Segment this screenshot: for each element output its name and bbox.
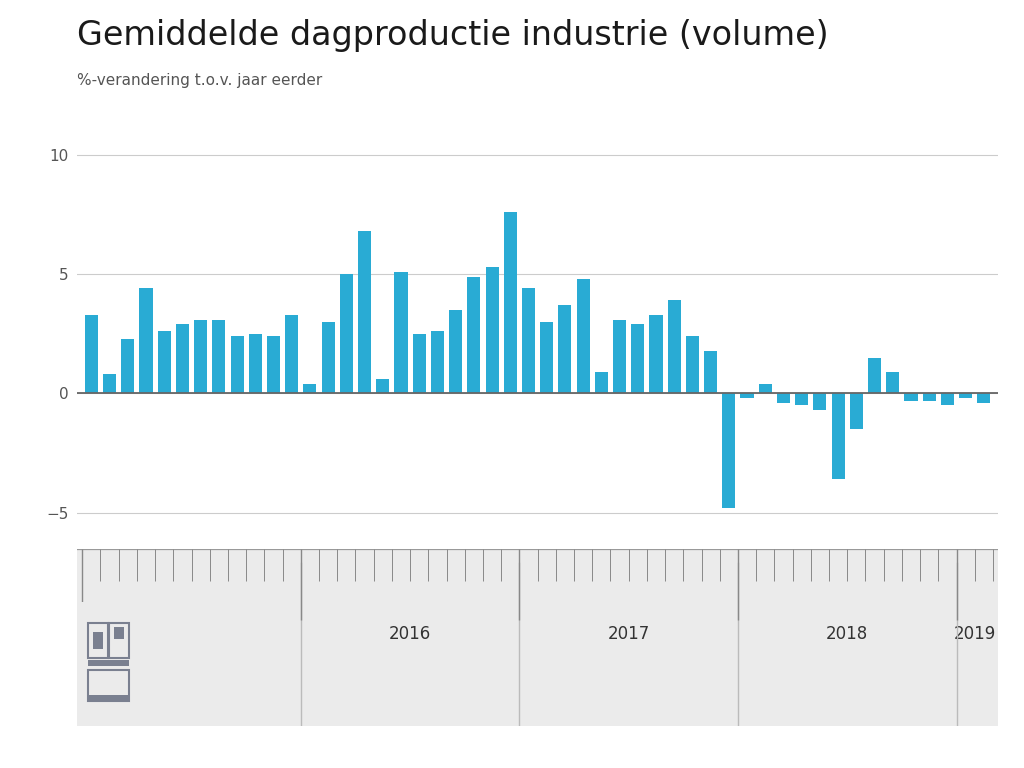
Bar	[923, 393, 936, 401]
Bar	[613, 319, 626, 393]
Bar	[121, 339, 134, 393]
Bar	[722, 393, 735, 508]
Bar	[92, 632, 102, 649]
Bar	[303, 384, 316, 393]
Bar	[796, 393, 808, 406]
Text: 2017: 2017	[607, 625, 650, 643]
Bar	[558, 305, 571, 393]
Bar	[504, 212, 517, 393]
Text: 2018: 2018	[826, 625, 868, 643]
Bar	[904, 393, 918, 401]
Bar	[522, 289, 536, 393]
Bar	[868, 358, 881, 393]
Bar	[176, 324, 189, 393]
Bar	[322, 322, 335, 393]
Text: 2016: 2016	[389, 625, 431, 643]
Bar	[631, 324, 644, 393]
Bar	[668, 300, 681, 393]
Bar	[88, 670, 129, 701]
Text: %-verandering t.o.v. jaar eerder: %-verandering t.o.v. jaar eerder	[77, 73, 323, 88]
Bar	[450, 310, 462, 393]
Text: Gemiddelde dagproductie industrie (volume): Gemiddelde dagproductie industrie (volum…	[77, 19, 828, 52]
Bar	[777, 393, 791, 403]
Bar	[740, 393, 754, 399]
Bar	[376, 379, 389, 393]
Bar	[886, 372, 899, 393]
Bar	[577, 279, 590, 393]
Bar	[649, 315, 663, 393]
Bar	[114, 627, 124, 639]
Bar	[959, 393, 972, 399]
Bar	[431, 332, 444, 393]
Bar	[977, 393, 990, 403]
Bar	[88, 660, 129, 667]
Bar	[394, 272, 408, 393]
Bar	[358, 231, 371, 393]
Text: 2019: 2019	[953, 625, 996, 643]
Bar	[941, 393, 954, 406]
Bar	[831, 393, 845, 479]
Bar	[158, 332, 171, 393]
Bar	[85, 315, 98, 393]
Bar	[595, 372, 608, 393]
Bar	[850, 393, 863, 429]
Bar	[759, 384, 772, 393]
Bar	[813, 393, 826, 410]
Bar	[88, 623, 108, 657]
Bar	[413, 334, 426, 393]
Bar	[267, 336, 280, 393]
Bar	[540, 322, 553, 393]
Bar	[195, 319, 207, 393]
Bar	[686, 336, 699, 393]
Bar	[230, 336, 244, 393]
Bar	[340, 274, 353, 393]
Bar	[212, 319, 225, 393]
Bar	[705, 350, 717, 393]
Bar	[467, 276, 480, 393]
Bar	[88, 695, 129, 701]
Bar	[110, 623, 129, 657]
Bar	[485, 267, 499, 393]
Bar	[285, 315, 298, 393]
Bar	[139, 289, 153, 393]
Bar	[103, 374, 116, 393]
Bar	[249, 334, 262, 393]
